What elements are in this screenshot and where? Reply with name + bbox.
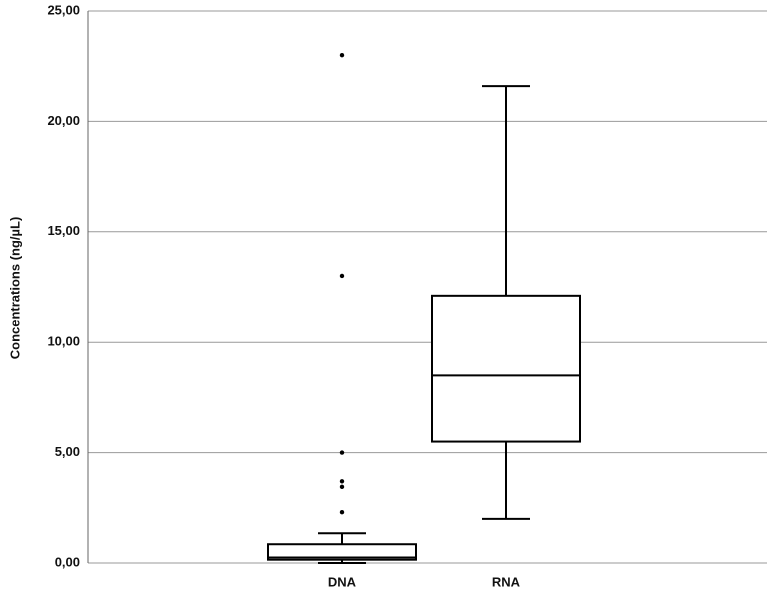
outlier — [339, 52, 345, 58]
y-tick-label: 20,00 — [47, 113, 80, 128]
y-axis-label: Concentrations (ng/µL) — [7, 217, 22, 360]
outlier — [339, 479, 345, 484]
outlier — [339, 484, 345, 490]
y-tick-label: 5,00 — [55, 444, 80, 459]
outlier — [339, 273, 345, 279]
box — [431, 294, 581, 443]
y-tick-label: 10,00 — [47, 334, 80, 349]
y-tick-label: 15,00 — [47, 223, 80, 238]
x-tick-label: RNA — [492, 574, 521, 589]
y-tick-label: 25,00 — [47, 2, 80, 17]
box — [267, 543, 417, 561]
x-tick-label: DNA — [328, 574, 357, 589]
outlier — [339, 510, 345, 515]
y-tick-label: 0,00 — [55, 554, 80, 569]
outlier — [339, 450, 345, 455]
